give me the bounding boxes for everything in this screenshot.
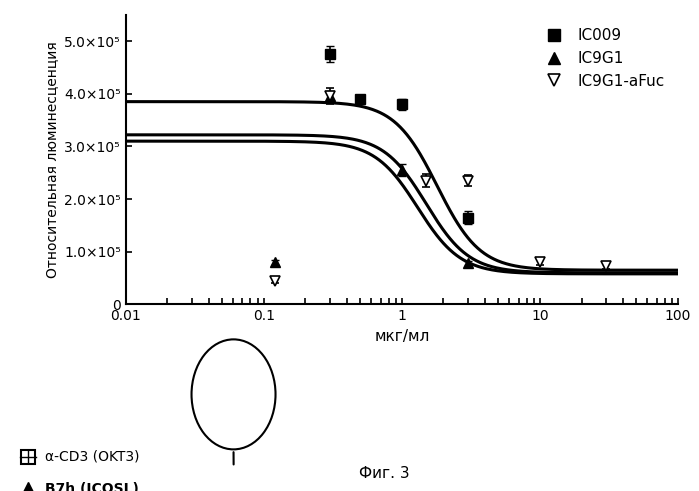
X-axis label: мкг/мл: мкг/мл bbox=[374, 329, 430, 344]
Text: B7h (ICOSL): B7h (ICOSL) bbox=[45, 482, 139, 491]
Y-axis label: Относительная люминесценция: Относительная люминесценция bbox=[45, 41, 59, 278]
Legend: IC009, IC9G1, IC9G1-aFuc: IC009, IC9G1, IC9G1-aFuc bbox=[533, 23, 670, 95]
Text: α-CD3 (OKT3): α-CD3 (OKT3) bbox=[45, 450, 140, 464]
Text: Фиг. 3: Фиг. 3 bbox=[359, 466, 410, 481]
